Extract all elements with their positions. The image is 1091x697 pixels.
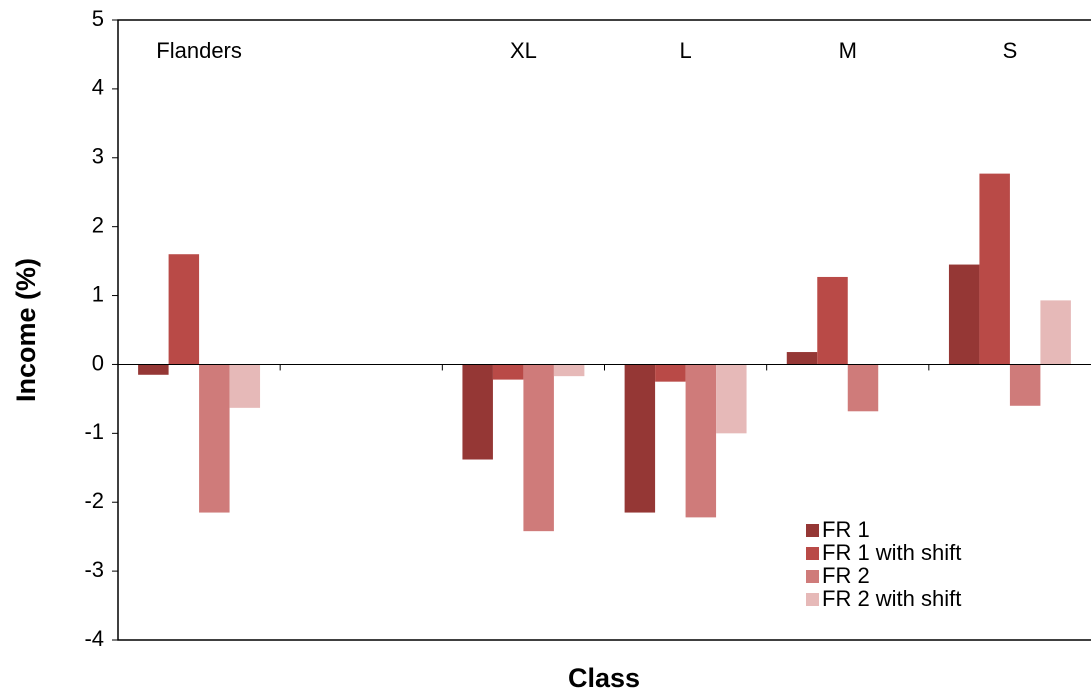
category-label: L (679, 38, 691, 63)
legend-swatch (806, 524, 819, 537)
legend-swatch (806, 547, 819, 560)
bar (948, 264, 980, 365)
legend-label: FR 2 with shift (822, 586, 961, 611)
category-label: M (839, 38, 857, 63)
bar (553, 364, 585, 377)
y-tick-label: 3 (92, 144, 104, 169)
plot-frame (117, 19, 1091, 641)
bar (462, 364, 493, 460)
bar (979, 173, 1010, 365)
bar (229, 364, 261, 408)
y-tick-label: -4 (84, 626, 104, 651)
bar (786, 352, 818, 365)
y-tick-label: -3 (84, 557, 104, 582)
y-tick-label: -2 (84, 488, 104, 513)
y-tick-label: 5 (92, 6, 104, 31)
category-label: Flanders (156, 38, 242, 63)
bar (1040, 300, 1071, 365)
bar (716, 364, 747, 434)
legend-label: FR 1 with shift (822, 540, 961, 565)
y-tick-label: 0 (92, 350, 104, 375)
y-tick-label: -1 (84, 419, 104, 444)
bar (138, 364, 169, 375)
bar (199, 364, 230, 513)
legend-swatch (806, 570, 819, 583)
bar (685, 364, 717, 518)
category-label: S (1003, 38, 1018, 63)
bar (624, 364, 656, 513)
legend-label: FR 1 (822, 517, 870, 542)
x-axis-title: Class (568, 663, 640, 693)
bar (168, 254, 200, 365)
bar (1009, 364, 1041, 406)
bar (523, 364, 554, 532)
bar (847, 364, 879, 412)
y-tick-label: 4 (92, 75, 104, 100)
legend-swatch (806, 593, 819, 606)
y-tick-label: 2 (92, 212, 104, 237)
bar (492, 364, 524, 380)
bar (817, 276, 848, 365)
y-tick-label: 1 (92, 281, 104, 306)
category-label: XL (510, 38, 537, 63)
bar (655, 364, 686, 382)
legend-label: FR 2 (822, 563, 870, 588)
y-axis-title: Income (%) (11, 258, 41, 402)
